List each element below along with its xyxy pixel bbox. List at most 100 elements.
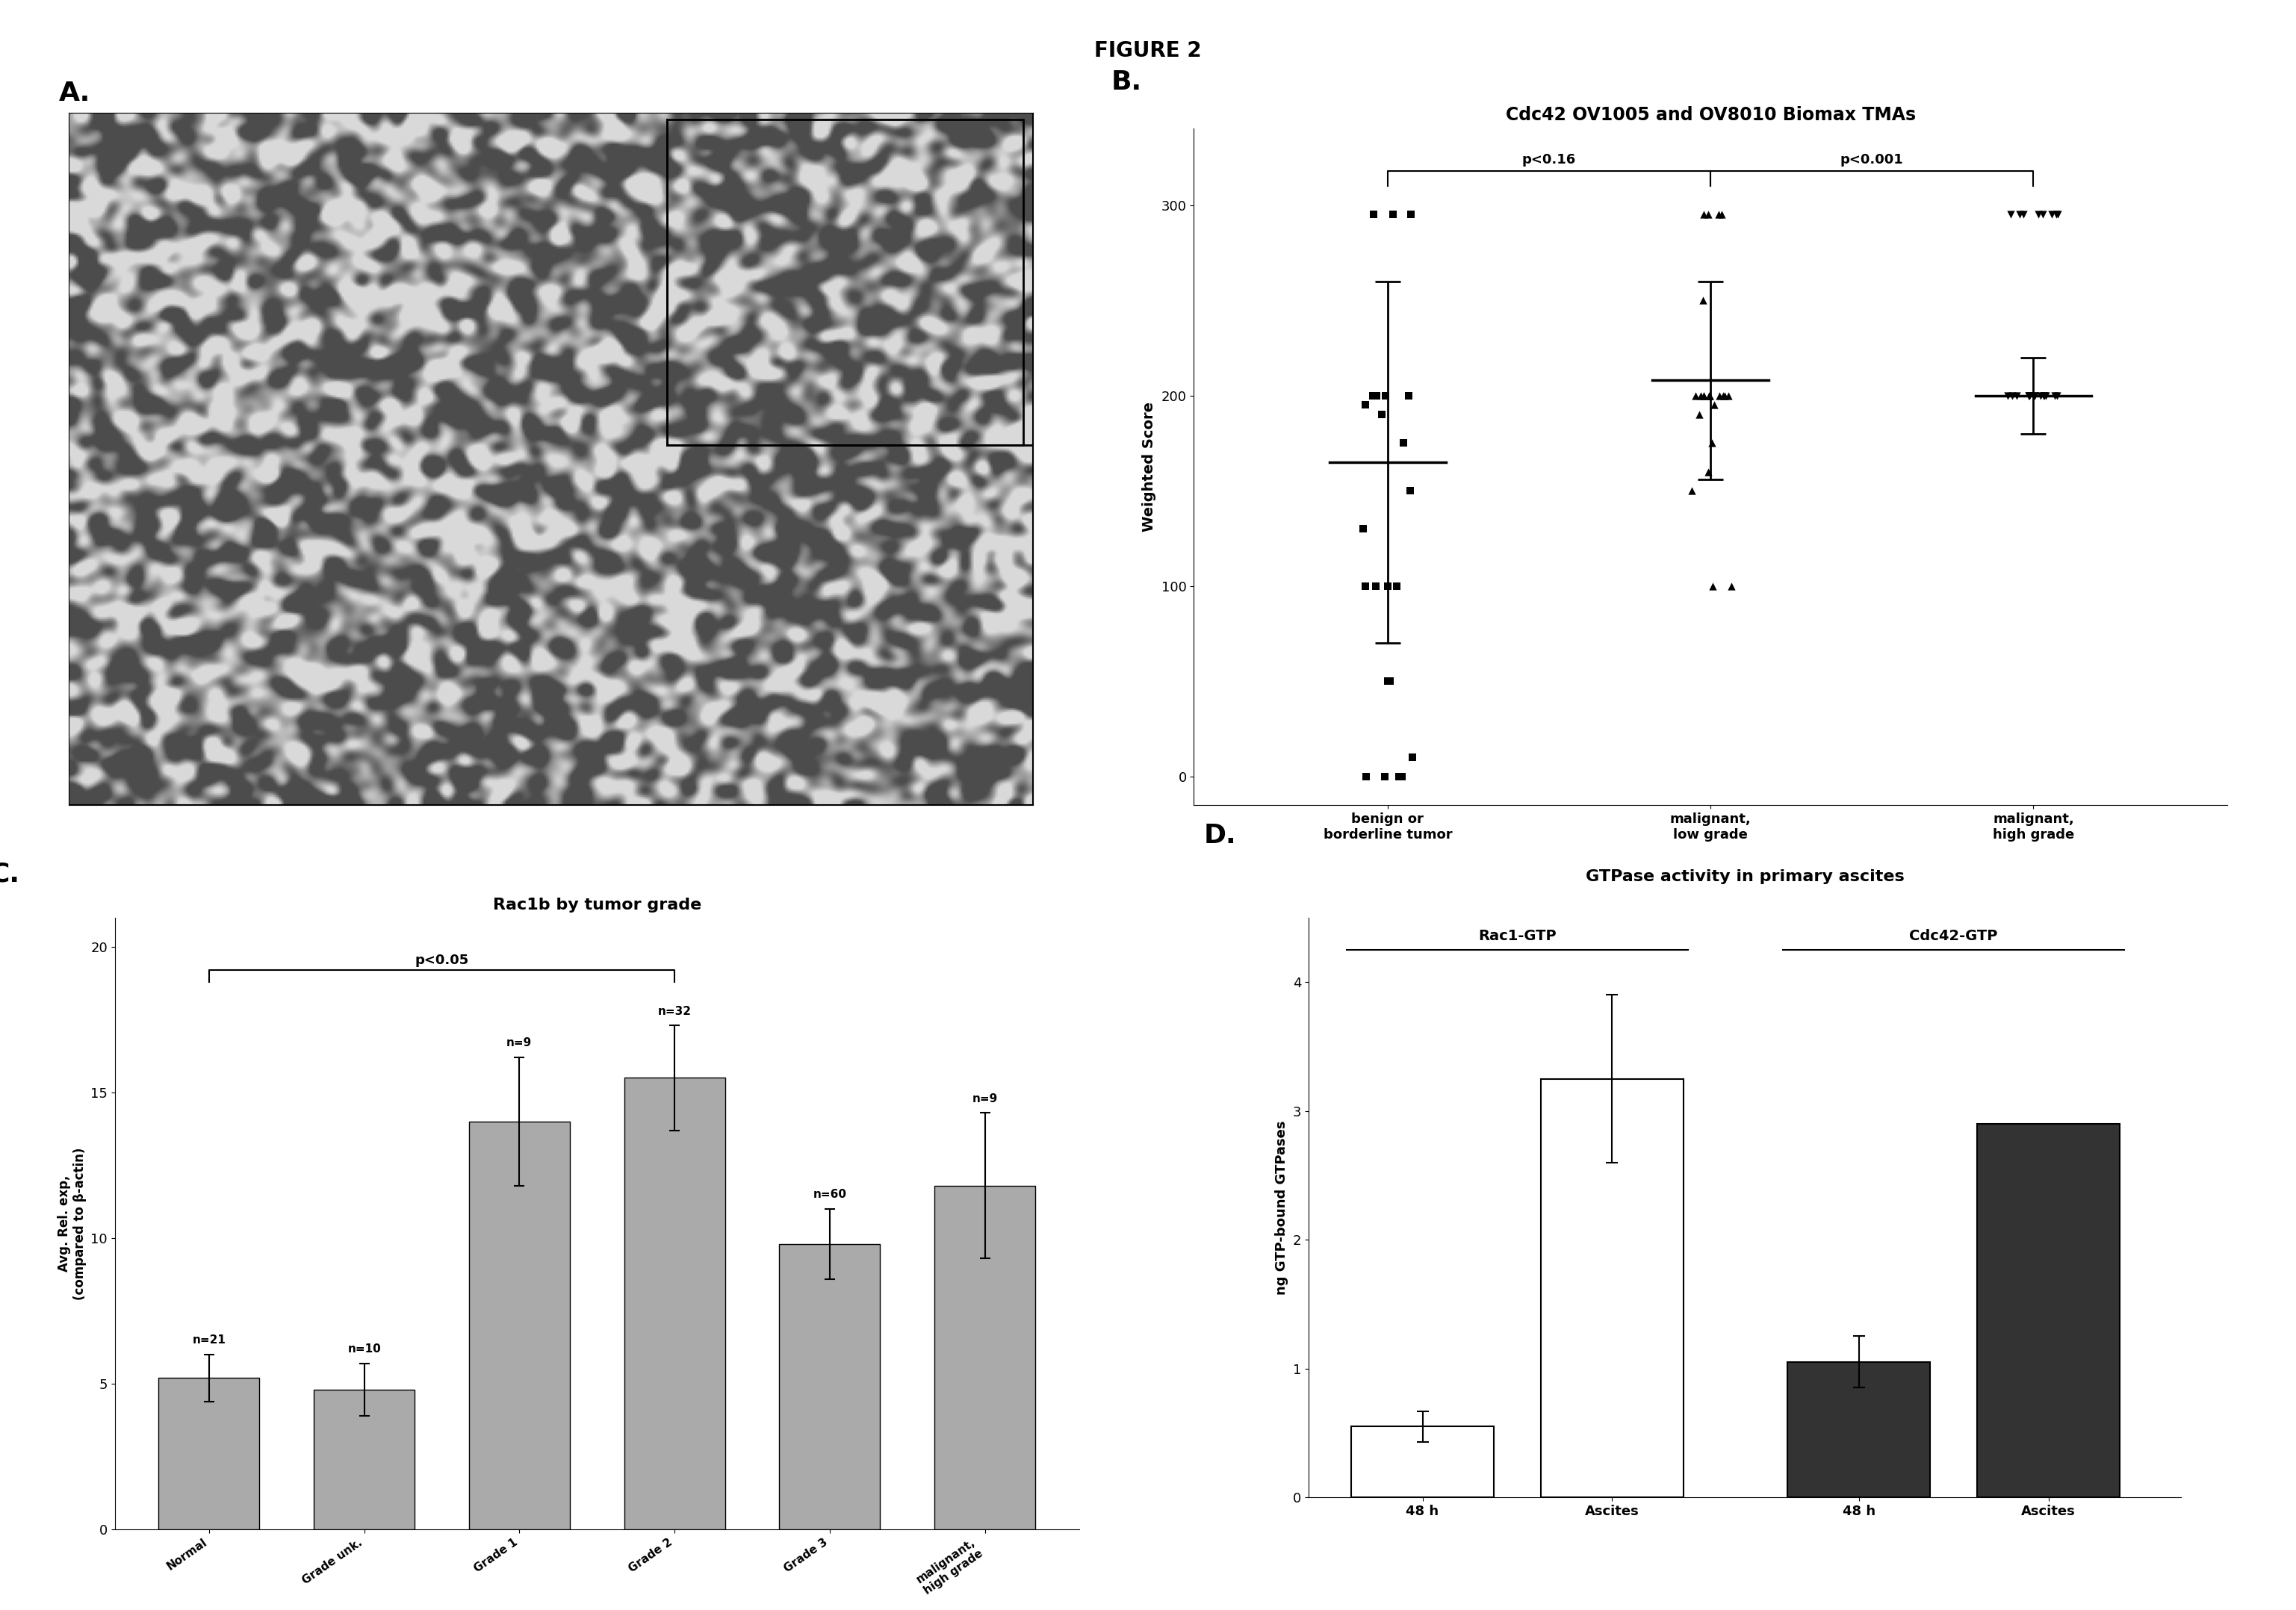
Point [1998, 383, 2034, 409]
Point [1711, 383, 1747, 409]
Point [1378, 573, 1414, 599]
Point [1692, 383, 1729, 409]
Bar [1789, 1362, 1931, 1497]
Text: n=9: n=9 [507, 1037, 533, 1048]
Point [1348, 393, 1384, 419]
Bar [934, 1185, 1035, 1529]
Point [1706, 383, 1743, 409]
Point [1357, 573, 1394, 599]
Point [1694, 573, 1731, 599]
Text: FIGURE 2: FIGURE 2 [1095, 40, 1201, 61]
Point [1690, 383, 1727, 409]
Point [1704, 201, 1740, 227]
Text: D.: D. [1203, 823, 1238, 848]
Text: n=32: n=32 [657, 1006, 691, 1018]
Point [1355, 201, 1391, 227]
Point [1676, 383, 1713, 409]
Point [1355, 383, 1391, 409]
Point [1348, 763, 1384, 789]
Y-axis label: Avg. Rel. exp,
(compared to β-actin): Avg. Rel. exp, (compared to β-actin) [57, 1148, 87, 1299]
Point [1394, 744, 1430, 770]
Text: C.: C. [0, 861, 18, 887]
Point [1345, 515, 1382, 541]
Point [1690, 459, 1727, 485]
Point [1706, 383, 1743, 409]
Point [2025, 383, 2062, 409]
Text: Cdc42-GTP: Cdc42-GTP [1910, 929, 1998, 943]
Bar [778, 1245, 879, 1529]
Title: Rac1b by tumor grade: Rac1b by tumor grade [494, 897, 700, 913]
Point [2016, 383, 2053, 409]
Point [1348, 573, 1384, 599]
Point [1685, 383, 1722, 409]
Point [2020, 201, 2057, 227]
Text: n=10: n=10 [347, 1343, 381, 1354]
Point [2037, 383, 2073, 409]
Point [1701, 383, 1738, 409]
Point [2032, 201, 2069, 227]
Point [1690, 383, 1727, 409]
Point [2016, 383, 2053, 409]
Point [1697, 393, 1733, 419]
Point [2027, 383, 2064, 409]
Text: p<0.16: p<0.16 [1522, 153, 1575, 167]
Point [1380, 763, 1417, 789]
Bar [625, 1079, 726, 1529]
Point [1685, 287, 1722, 312]
Point [1674, 478, 1711, 504]
Point [1368, 573, 1405, 599]
Bar [666, 119, 1024, 444]
Point [1683, 383, 1720, 409]
Title: GTPase activity in primary ascites: GTPase activity in primary ascites [1587, 869, 1903, 884]
Bar [158, 1378, 259, 1529]
Point [1384, 430, 1421, 456]
Y-axis label: ng GTP-bound GTPases: ng GTP-bound GTPases [1274, 1121, 1288, 1294]
Point [1366, 383, 1403, 409]
Title: Cdc42 OV1005 and OV8010 Biomax TMAs: Cdc42 OV1005 and OV8010 Biomax TMAs [1506, 106, 1915, 124]
Point [1391, 478, 1428, 504]
Point [1993, 201, 2030, 227]
Bar [1977, 1124, 2119, 1497]
Y-axis label: Weighted Score: Weighted Score [1141, 402, 1157, 531]
Point [1368, 668, 1405, 694]
Point [1988, 383, 2025, 409]
Text: n=21: n=21 [193, 1335, 225, 1346]
Point [2039, 383, 2076, 409]
Point [1690, 201, 1727, 227]
Text: p<0.001: p<0.001 [1841, 153, 1903, 167]
Point [1391, 383, 1428, 409]
Point [1371, 668, 1407, 694]
Bar [468, 1122, 569, 1529]
Point [2011, 383, 2048, 409]
Point [2011, 383, 2048, 409]
Text: Rac1-GTP: Rac1-GTP [1479, 929, 1557, 943]
Point [1701, 201, 1738, 227]
Point [2004, 201, 2041, 227]
Point [1685, 201, 1722, 227]
Point [2002, 201, 2039, 227]
Text: A.: A. [60, 80, 92, 106]
Text: n=9: n=9 [971, 1093, 999, 1104]
Point [1384, 763, 1421, 789]
Point [1694, 430, 1731, 456]
Point [2023, 383, 2060, 409]
Point [1685, 383, 1722, 409]
Bar [1352, 1426, 1495, 1497]
Text: B.: B. [1111, 69, 1141, 95]
Bar [1541, 1079, 1683, 1497]
Point [1681, 401, 1717, 427]
Point [1993, 383, 2030, 409]
Point [2039, 201, 2076, 227]
Text: p<0.05: p<0.05 [416, 953, 468, 968]
Point [2011, 383, 2048, 409]
Point [1359, 383, 1396, 409]
Point [2025, 383, 2062, 409]
Point [1375, 201, 1412, 227]
Text: n=60: n=60 [813, 1190, 847, 1201]
Point [1394, 201, 1430, 227]
Point [2025, 201, 2062, 227]
Point [2039, 201, 2076, 227]
Point [1713, 573, 1750, 599]
Bar [315, 1389, 416, 1529]
Point [2011, 383, 2048, 409]
